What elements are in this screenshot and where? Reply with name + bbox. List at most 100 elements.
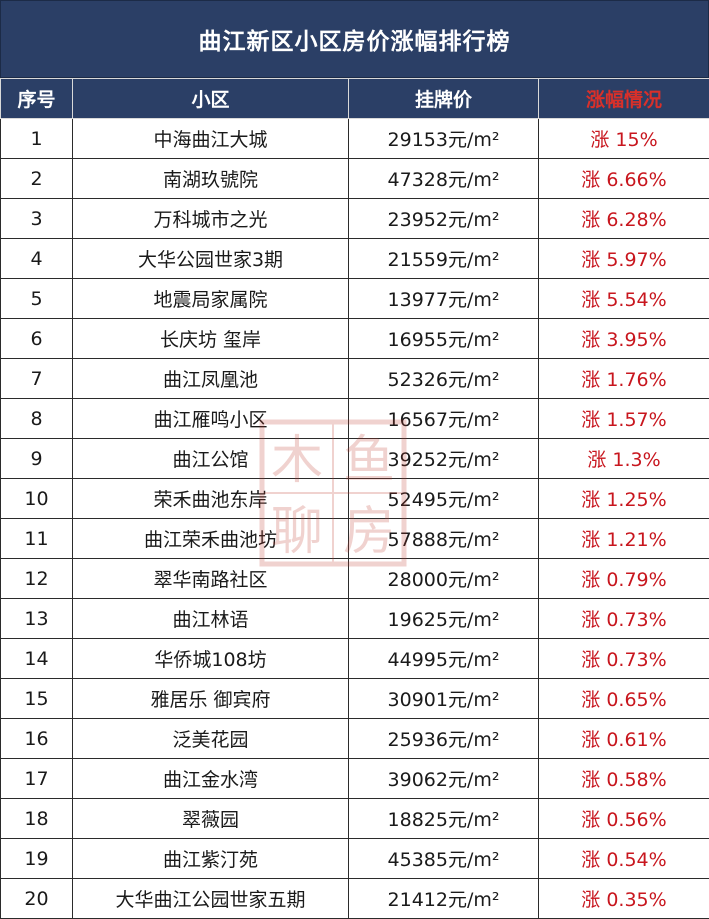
row-index-cell: 12 — [1, 559, 73, 599]
row-change-cell: 涨 15% — [539, 119, 709, 159]
row-change-cell: 涨 0.65% — [539, 679, 709, 719]
row-community-cell: 曲江紫汀苑 — [73, 839, 349, 879]
row-community-cell: 翠薇园 — [73, 799, 349, 839]
header-price: 挂牌价 — [349, 79, 539, 119]
row-index-cell: 1 — [1, 119, 73, 159]
row-change-cell: 涨 0.35% — [539, 879, 709, 919]
row-change-cell: 涨 1.76% — [539, 359, 709, 399]
row-community-cell: 曲江凤凰池 — [73, 359, 349, 399]
row-price-cell: 29153元/m² — [349, 119, 539, 159]
row-index-cell: 5 — [1, 279, 73, 319]
row-index-cell: 20 — [1, 879, 73, 919]
row-change-cell: 涨 0.56% — [539, 799, 709, 839]
row-index-cell: 15 — [1, 679, 73, 719]
row-index-cell: 11 — [1, 519, 73, 559]
header-index: 序号 — [1, 79, 73, 119]
table-title: 曲江新区小区房价涨幅排行榜 — [0, 0, 709, 78]
row-change-cell: 涨 1.57% — [539, 399, 709, 439]
row-price-cell: 45385元/m² — [349, 839, 539, 879]
row-index-cell: 17 — [1, 759, 73, 799]
row-index-cell: 13 — [1, 599, 73, 639]
row-index-cell: 3 — [1, 199, 73, 239]
row-price-cell: 19625元/m² — [349, 599, 539, 639]
row-index-cell: 19 — [1, 839, 73, 879]
row-price-cell: 30901元/m² — [349, 679, 539, 719]
row-community-cell: 地震局家属院 — [73, 279, 349, 319]
row-index-cell: 18 — [1, 799, 73, 839]
row-price-cell: 21412元/m² — [349, 879, 539, 919]
row-price-cell: 52326元/m² — [349, 359, 539, 399]
row-change-cell: 涨 3.95% — [539, 319, 709, 359]
row-community-cell: 雅居乐 御宾府 — [73, 679, 349, 719]
row-price-cell: 18825元/m² — [349, 799, 539, 839]
row-change-cell: 涨 1.25% — [539, 479, 709, 519]
row-index-cell: 6 — [1, 319, 73, 359]
row-community-cell: 华侨城108坊 — [73, 639, 349, 679]
row-change-cell: 涨 6.28% — [539, 199, 709, 239]
row-price-cell: 52495元/m² — [349, 479, 539, 519]
row-index-cell: 9 — [1, 439, 73, 479]
row-community-cell: 曲江林语 — [73, 599, 349, 639]
row-index-cell: 4 — [1, 239, 73, 279]
row-price-cell: 16567元/m² — [349, 399, 539, 439]
header-change: 涨幅情况 — [539, 79, 709, 119]
row-change-cell: 涨 0.58% — [539, 759, 709, 799]
row-change-cell: 涨 5.97% — [539, 239, 709, 279]
row-community-cell: 万科城市之光 — [73, 199, 349, 239]
row-community-cell: 南湖玖號院 — [73, 159, 349, 199]
row-change-cell: 涨 0.73% — [539, 599, 709, 639]
row-community-cell: 曲江荣禾曲池坊 — [73, 519, 349, 559]
row-change-cell: 涨 0.61% — [539, 719, 709, 759]
row-index-cell: 14 — [1, 639, 73, 679]
row-price-cell: 47328元/m² — [349, 159, 539, 199]
row-price-cell: 39062元/m² — [349, 759, 539, 799]
row-community-cell: 泛美花园 — [73, 719, 349, 759]
row-index-cell: 8 — [1, 399, 73, 439]
row-community-cell: 大华曲江公园世家五期 — [73, 879, 349, 919]
row-community-cell: 翠华南路社区 — [73, 559, 349, 599]
row-index-cell: 16 — [1, 719, 73, 759]
row-price-cell: 44995元/m² — [349, 639, 539, 679]
row-index-cell: 7 — [1, 359, 73, 399]
row-price-cell: 23952元/m² — [349, 199, 539, 239]
row-community-cell: 中海曲江大城 — [73, 119, 349, 159]
row-change-cell: 涨 0.73% — [539, 639, 709, 679]
row-price-cell: 13977元/m² — [349, 279, 539, 319]
row-community-cell: 曲江金水湾 — [73, 759, 349, 799]
row-price-cell: 57888元/m² — [349, 519, 539, 559]
row-community-cell: 大华公园世家3期 — [73, 239, 349, 279]
row-index-cell: 10 — [1, 479, 73, 519]
row-change-cell: 涨 0.79% — [539, 559, 709, 599]
row-change-cell: 涨 1.21% — [539, 519, 709, 559]
row-community-cell: 长庆坊 玺岸 — [73, 319, 349, 359]
row-change-cell: 涨 6.66% — [539, 159, 709, 199]
row-community-cell: 曲江雁鸣小区 — [73, 399, 349, 439]
row-price-cell: 39252元/m² — [349, 439, 539, 479]
row-change-cell: 涨 1.3% — [539, 439, 709, 479]
row-price-cell: 21559元/m² — [349, 239, 539, 279]
header-community: 小区 — [73, 79, 349, 119]
row-change-cell: 涨 5.54% — [539, 279, 709, 319]
